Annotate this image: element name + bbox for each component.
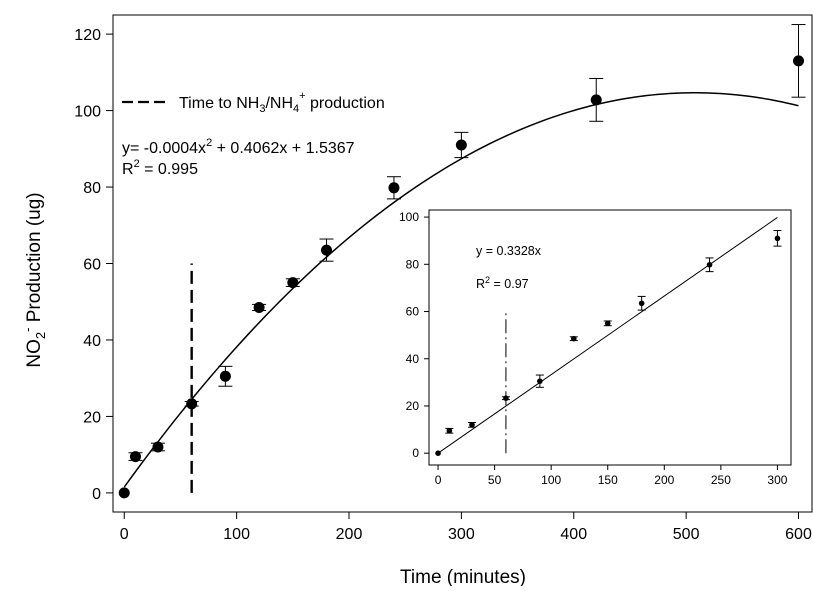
data-point	[571, 335, 577, 342]
data-point	[455, 139, 467, 151]
x-tick-label: 0	[120, 526, 129, 543]
x-tick-label: 150	[598, 473, 618, 487]
x-tick-label: 100	[541, 473, 561, 487]
main-fit-r2: R2 = 0.995	[122, 158, 198, 178]
data-point	[219, 370, 231, 382]
x-tick-label: 500	[673, 526, 700, 543]
x-tick-label: 300	[448, 526, 475, 543]
y-tick-label: 120	[74, 27, 101, 44]
data-point	[253, 301, 265, 313]
x-tick-label: 200	[336, 526, 363, 543]
inset-ticks: 0 50 100 150 200 250 300 0 20 40 60 80 100	[399, 210, 788, 487]
data-point	[446, 427, 453, 434]
inset-fit-equation: y = 0.3328x	[476, 244, 542, 258]
data-point	[590, 94, 602, 106]
x-tick-label: 400	[560, 526, 587, 543]
y-tick-label: 60	[83, 257, 101, 274]
data-point	[537, 378, 543, 384]
main-points	[118, 24, 806, 499]
legend-label: Time to NH3/NH4+ production	[179, 90, 385, 115]
y-tick-label: 100	[399, 210, 419, 224]
y-tick-label: 20	[83, 409, 101, 426]
data-point	[774, 235, 781, 242]
inset-fit	[437, 217, 778, 454]
y-tick-label: 60	[406, 305, 420, 319]
data-point	[638, 300, 645, 307]
y-tick-label: 80	[406, 257, 420, 271]
y-tick-label: 80	[83, 180, 101, 197]
x-tick-label: 600	[785, 526, 812, 543]
y-tick-label: 20	[406, 399, 420, 413]
fit-line	[123, 92, 799, 488]
inset-fit-r2: R2 = 0.97	[476, 275, 529, 291]
inset-plot-frame	[428, 209, 792, 466]
y-tick-label: 0	[412, 446, 419, 460]
data-point	[287, 277, 299, 289]
x-tick-label: 0	[435, 473, 442, 487]
data-point	[706, 261, 713, 268]
data-point	[129, 451, 141, 463]
data-point	[152, 441, 164, 453]
data-point	[118, 487, 130, 499]
data-point	[388, 182, 400, 194]
fit-line	[437, 217, 778, 454]
inset-plot: 0 50 100 150 200 250 300 0 20 40 60 80 100 y = 0.332…	[399, 209, 792, 487]
y-tick-label: 0	[92, 486, 101, 503]
main-fit	[123, 92, 799, 488]
x-tick-label: 50	[488, 473, 502, 487]
y-axis-title: NO2- Production (ug)	[20, 192, 48, 367]
data-point	[435, 450, 441, 456]
data-point	[793, 55, 805, 67]
data-point	[321, 244, 333, 256]
y-tick-label: 40	[83, 333, 101, 350]
main-fit-equation: y= -0.0004x2 + 0.4062x + 1.5367	[122, 137, 355, 157]
x-axis-title: Time (minutes)	[400, 567, 526, 586]
x-tick-label: 250	[711, 473, 731, 487]
data-point	[469, 422, 475, 428]
data-point	[604, 320, 611, 327]
x-tick-label: 100	[223, 526, 250, 543]
y-tick-label: 40	[406, 352, 420, 366]
data-point	[503, 395, 509, 401]
inset-points	[435, 230, 782, 456]
y-tick-label: 100	[74, 104, 101, 121]
x-tick-label: 200	[654, 473, 674, 487]
data-point	[186, 398, 198, 410]
x-tick-label: 300	[767, 473, 787, 487]
